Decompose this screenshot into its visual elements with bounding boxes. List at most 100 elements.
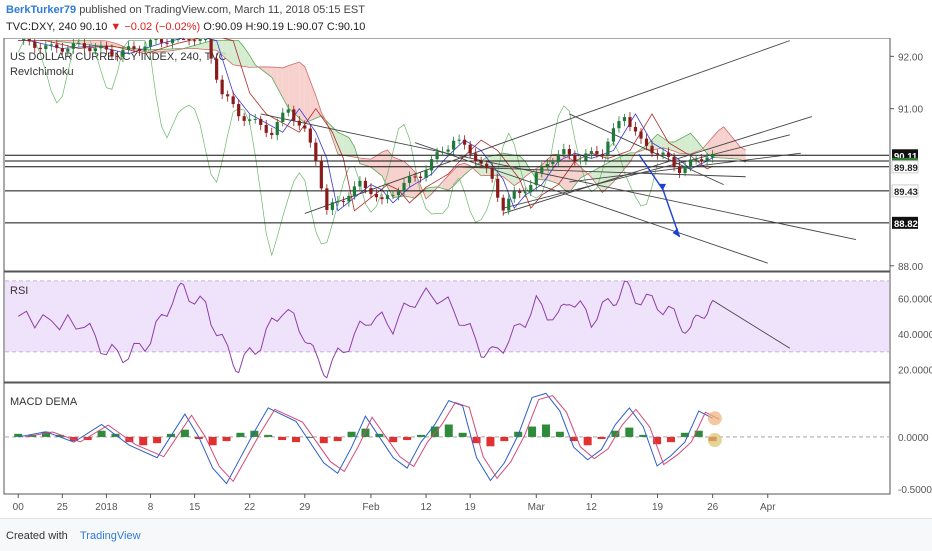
macd-histogram-bar [361, 428, 370, 437]
arrow-head-icon [658, 183, 667, 190]
macd-histogram-bar [528, 426, 537, 437]
macd-histogram-bar [403, 436, 412, 441]
macd-histogram-bar [319, 436, 328, 444]
time-tick-label: 19 [652, 502, 664, 513]
macd-histogram-bar [264, 434, 273, 437]
time-tick-label: 15 [189, 502, 201, 513]
chart-area[interactable]: US DOLLAR CURRENCY INDEX, 240, TVC RevIc… [0, 38, 932, 518]
candle-body [99, 45, 103, 49]
cloud-segment [558, 154, 564, 190]
price-tick-label: 92.00 [898, 52, 923, 63]
cloud-segment [453, 164, 460, 186]
macd-histogram-bar [291, 436, 300, 443]
candle-body [49, 44, 53, 46]
candle-body [380, 197, 384, 200]
trend-line [503, 116, 812, 214]
candle-body [639, 131, 643, 139]
macd-histogram-bar [680, 432, 689, 437]
tradingview-link[interactable]: TradingView [80, 530, 141, 542]
candle-body [589, 151, 593, 154]
symbol-label: TVC:DXY, 240 [6, 21, 77, 33]
macd-pane [3, 382, 891, 495]
macd-histogram-bar [541, 424, 550, 437]
cloud-segment [189, 45, 195, 49]
macd-histogram-bar [180, 429, 189, 437]
candle-body [545, 164, 549, 167]
macd-histogram-bar [389, 436, 398, 443]
cloud-segment [304, 66, 311, 124]
candle-body [165, 42, 169, 44]
time-tick-label: Apr [760, 502, 776, 513]
time-tick-label: 22 [244, 502, 256, 513]
candle-body [363, 180, 368, 189]
macd-histogram-bar [500, 436, 509, 442]
macd-tick-label: 0.0000 [898, 433, 929, 444]
candle-body [407, 176, 412, 183]
trend-line [260, 113, 857, 241]
cloud-segment [299, 62, 305, 124]
cloud-segment [293, 62, 300, 119]
candle-body [126, 46, 131, 50]
time-tick-label: 12 [420, 502, 432, 513]
candle-body [159, 39, 164, 43]
cloud-segment [685, 133, 691, 155]
cloud-segment [668, 141, 675, 152]
candle-body [705, 157, 709, 161]
candle-body [121, 49, 125, 57]
candle-body [303, 125, 307, 129]
cloud-segment [415, 172, 421, 199]
publication-line: BerkTurker79 published on TradingView.co… [6, 4, 365, 16]
candle-body [666, 152, 671, 157]
rsi-tick-label: 60.0000 [898, 295, 932, 306]
macd-histogram-bar [444, 424, 453, 437]
rsi-band [5, 280, 889, 352]
macd-histogram-bar [139, 436, 148, 446]
cloud-segment [663, 138, 669, 150]
time-tick-label: 8 [148, 502, 154, 513]
cloud-segment [426, 187, 432, 199]
candle-body [336, 201, 340, 203]
macd-histogram-bar [375, 433, 384, 437]
candle-body [319, 160, 323, 189]
macd-histogram-bar [611, 430, 620, 437]
macd-histogram-bar [597, 436, 606, 440]
macd-histogram-bar [486, 436, 495, 447]
author-link[interactable]: BerkTurker79 [6, 4, 77, 16]
time-tick-label: 19 [465, 502, 477, 513]
candle-body [275, 121, 279, 136]
macd-histogram-bar [569, 436, 578, 442]
published-text: published on TradingView.com, March 11, … [79, 4, 365, 16]
cloud-segment [288, 63, 294, 114]
candle-body [402, 182, 406, 191]
candle-body [187, 39, 191, 41]
candle-body [644, 138, 649, 146]
candle-body [242, 116, 246, 121]
candle-body [33, 41, 37, 48]
candle-body [292, 109, 296, 121]
price-label-bg [891, 160, 919, 174]
candle-body [391, 195, 395, 197]
candle-body [55, 44, 59, 49]
low-value: L:90.07 [287, 21, 324, 33]
candle-body [248, 119, 252, 121]
candle-body [181, 39, 186, 41]
arrow-head-icon [672, 227, 680, 237]
candle-body [198, 39, 202, 41]
span-b-line [40, 40, 746, 200]
cloud-segment [222, 40, 228, 61]
candle-body [700, 159, 704, 161]
candle-body [694, 159, 698, 161]
candlestick-series [22, 38, 715, 216]
cloud-segment [387, 149, 393, 198]
candle-body [325, 188, 329, 210]
candle-body [237, 104, 241, 117]
cloud-segment [277, 67, 283, 98]
candle-body [60, 48, 64, 52]
cloud-segment [95, 40, 101, 46]
candle-body [677, 166, 682, 173]
candle-body [104, 45, 109, 50]
price-pane [3, 38, 891, 272]
macd-histogram-bar [555, 431, 564, 437]
candle-body [562, 149, 566, 155]
macd-line [18, 392, 713, 485]
